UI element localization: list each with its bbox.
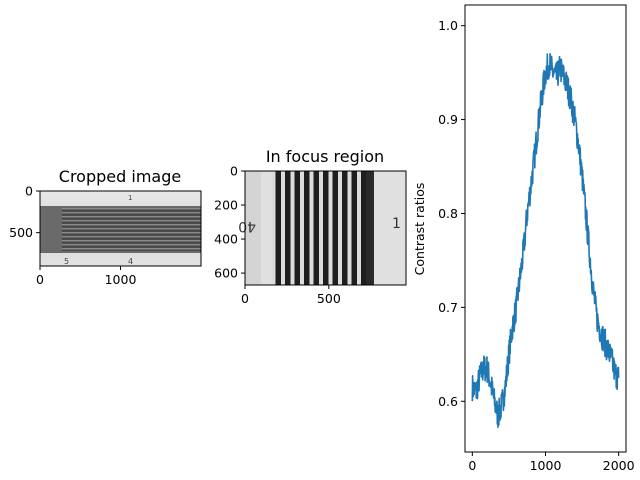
contrast-line xyxy=(471,52,620,429)
y-tick-label: 400 xyxy=(214,232,238,247)
y-tick-label: 0.7 xyxy=(438,300,458,315)
x-tick-label: 0 xyxy=(241,291,249,306)
panel1-title: Cropped image xyxy=(59,167,181,186)
y-tick-label: 0.9 xyxy=(438,112,458,127)
y-tick-label: 600 xyxy=(214,266,238,281)
svg-text:1: 1 xyxy=(128,194,132,202)
x-tick-label: 500 xyxy=(317,291,341,306)
y-tick-label: 1.0 xyxy=(438,18,458,33)
x-tick-label: 0 xyxy=(36,272,44,287)
x-tick-label: 1000 xyxy=(530,458,562,473)
y-tick-label: 200 xyxy=(214,198,238,213)
x-tick-label: 1000 xyxy=(105,272,137,287)
in-focus-image: 40 1 xyxy=(238,171,406,285)
x-tick-label: 0 xyxy=(468,458,476,473)
y-tick-label: 0.6 xyxy=(438,394,458,409)
y-tick-label: 0.8 xyxy=(438,206,458,221)
svg-text:4: 4 xyxy=(128,257,133,266)
contrast-series xyxy=(471,52,620,429)
svg-text:40: 40 xyxy=(238,218,256,234)
y-tick-label: 0 xyxy=(25,184,33,199)
y-tick-label: 500 xyxy=(9,225,33,240)
cropped-image: 1 4 5 xyxy=(40,191,201,266)
svg-text:5: 5 xyxy=(64,257,69,266)
x-tick-label: 2000 xyxy=(603,458,635,473)
panel-in-focus-region: In focus region 40 1 0 500 0 200 400 600 xyxy=(214,147,407,306)
y-axis-label: Contrast ratios xyxy=(412,183,427,276)
panel-contrast-plot: 0 1000 2000 0.6 0.7 0.8 0.9 1.0 Contrast ratio… xyxy=(412,4,635,473)
panel-cropped-image: Cropped image 1 4 5 0 1000 0 500 xyxy=(9,167,202,287)
panel2-title: In focus region xyxy=(266,147,384,166)
svg-text:1: 1 xyxy=(392,216,401,232)
y-tick-label: 0 xyxy=(230,164,238,179)
